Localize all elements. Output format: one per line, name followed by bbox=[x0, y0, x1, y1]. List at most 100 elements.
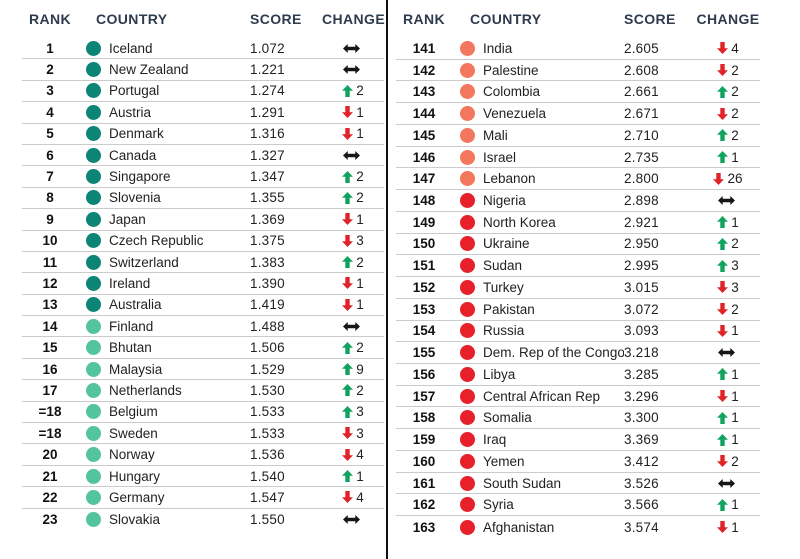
country-dot-icon bbox=[86, 211, 101, 227]
country-name: Turkey bbox=[483, 279, 524, 295]
table-row: 13 Australia 1.419 1 bbox=[22, 295, 384, 317]
score-value: 1.072 bbox=[250, 40, 285, 56]
score-value: 3.285 bbox=[624, 366, 659, 382]
score-value: 1.419 bbox=[250, 297, 285, 313]
country-cell: New Zealand bbox=[78, 62, 250, 78]
change-value: 1 bbox=[731, 519, 739, 535]
column-header-score: SCORE bbox=[250, 11, 302, 27]
change-cell bbox=[696, 478, 760, 488]
rank-value: 7 bbox=[46, 169, 54, 185]
change-cell: 2 bbox=[322, 255, 384, 270]
country-name: Iceland bbox=[109, 40, 153, 56]
country-dot-icon bbox=[86, 511, 101, 527]
country-name: Switzerland bbox=[109, 254, 179, 270]
change-value: 2 bbox=[356, 382, 364, 398]
country-dot-icon bbox=[86, 297, 101, 313]
country-cell: Sudan bbox=[452, 258, 624, 274]
change-cell: 4 bbox=[696, 41, 760, 56]
change-cell: 2 bbox=[696, 454, 760, 469]
country-dot-icon bbox=[86, 233, 101, 249]
up-arrow-icon bbox=[717, 498, 729, 511]
country-dot-icon bbox=[460, 62, 475, 78]
up-arrow-icon bbox=[717, 151, 729, 164]
table-row: 1 Iceland 1.072 bbox=[22, 38, 384, 60]
change-cell: 3 bbox=[322, 404, 384, 419]
rank-value: 13 bbox=[42, 297, 58, 313]
country-name: Yemen bbox=[483, 453, 525, 469]
table-row: 20 Norway 1.536 4 bbox=[22, 444, 384, 466]
up-arrow-icon bbox=[342, 170, 354, 183]
table-row: 160 Yemen 3.412 2 bbox=[396, 451, 760, 473]
country-name: Japan bbox=[109, 211, 146, 227]
table-row: 152 Turkey 3.015 3 bbox=[396, 277, 760, 299]
country-cell: Slovenia bbox=[78, 190, 250, 206]
change-value: 3 bbox=[356, 425, 364, 441]
change-cell: 1 bbox=[696, 323, 760, 338]
down-arrow-icon bbox=[717, 390, 729, 403]
score-value: 1.550 bbox=[250, 511, 285, 527]
country-dot-icon bbox=[86, 104, 101, 120]
down-arrow-icon bbox=[717, 107, 729, 120]
table-header: RANK COUNTRY SCORE CHANGE bbox=[22, 0, 385, 38]
country-dot-icon bbox=[460, 519, 475, 535]
country-cell: Portugal bbox=[78, 83, 250, 99]
rank-value: 23 bbox=[42, 511, 58, 527]
change-cell bbox=[322, 43, 384, 53]
change-cell: 1 bbox=[322, 469, 384, 484]
table-row: 154 Russia 3.093 1 bbox=[396, 321, 760, 343]
down-arrow-icon bbox=[717, 521, 729, 534]
change-cell: 3 bbox=[322, 233, 384, 248]
country-dot-icon bbox=[86, 147, 101, 163]
change-cell bbox=[696, 348, 760, 358]
country-cell: Mali bbox=[452, 127, 624, 143]
change-value: 2 bbox=[356, 83, 364, 99]
score-value: 3.526 bbox=[624, 475, 659, 491]
change-cell: 3 bbox=[696, 258, 760, 273]
rank-value: 148 bbox=[412, 193, 436, 208]
change-cell: 26 bbox=[696, 171, 760, 186]
no-change-arrow-icon bbox=[343, 321, 360, 331]
change-cell: 2 bbox=[322, 190, 384, 205]
up-arrow-icon bbox=[717, 216, 729, 229]
change-cell bbox=[696, 196, 760, 205]
country-cell: Belgium bbox=[78, 404, 250, 420]
rank-value: 12 bbox=[42, 275, 58, 291]
change-value: 1 bbox=[356, 275, 364, 291]
country-dot-icon bbox=[460, 236, 475, 252]
no-change-arrow-icon bbox=[343, 150, 360, 160]
country-dot-icon bbox=[460, 345, 475, 361]
rank-value: 21 bbox=[42, 468, 58, 484]
rank-value: 158 bbox=[412, 410, 436, 426]
score-value: 3.300 bbox=[624, 410, 659, 426]
down-arrow-icon bbox=[717, 303, 729, 316]
change-value: 3 bbox=[731, 258, 739, 274]
country-cell: Australia bbox=[78, 297, 250, 313]
up-arrow-icon bbox=[342, 84, 354, 97]
country-name: Lebanon bbox=[483, 171, 536, 187]
change-cell: 2 bbox=[322, 340, 384, 355]
rank-value: 8 bbox=[46, 190, 54, 206]
country-cell: Venezuela bbox=[452, 106, 624, 122]
change-value: 1 bbox=[731, 388, 739, 404]
country-dot-icon bbox=[86, 382, 101, 398]
country-dot-icon bbox=[86, 425, 101, 441]
change-value: 1 bbox=[731, 432, 739, 448]
rank-value: 142 bbox=[412, 62, 436, 78]
table-row: =18 Belgium 1.533 3 bbox=[22, 402, 384, 424]
rank-value: 147 bbox=[412, 171, 436, 187]
country-cell: Finland bbox=[78, 318, 250, 334]
rank-value: 11 bbox=[42, 254, 58, 270]
table-row: 15 Bhutan 1.506 2 bbox=[22, 337, 384, 359]
score-value: 1.529 bbox=[250, 361, 285, 377]
change-cell: 2 bbox=[696, 236, 760, 251]
country-cell: Lebanon bbox=[452, 171, 624, 187]
table-row: 4 Austria 1.291 1 bbox=[22, 102, 384, 124]
score-value: 1.375 bbox=[250, 233, 285, 249]
change-cell: 3 bbox=[322, 426, 384, 441]
country-cell: Russia bbox=[452, 323, 624, 339]
country-name: Libya bbox=[483, 366, 516, 382]
country-cell: Iraq bbox=[452, 432, 624, 448]
change-cell: 1 bbox=[696, 497, 760, 512]
country-cell: Norway bbox=[78, 447, 250, 463]
country-name: Ireland bbox=[109, 275, 151, 291]
